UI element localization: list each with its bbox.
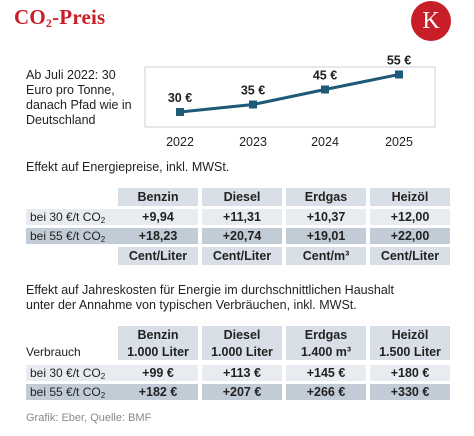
s1-cell: +22,00 (370, 228, 450, 244)
s1-unit: Cent/Liter (118, 247, 198, 265)
chart-axis: 2022 2023 2024 2025 (166, 135, 413, 149)
s2-row-label-55: bei 55 €/t CO2 (26, 384, 118, 400)
s2-consumption: 1.400 m³ (286, 344, 366, 360)
s1-header-heizoel: Heizöl (370, 188, 450, 206)
s2-row-label-30: bei 30 €/t CO2 (26, 365, 118, 381)
s2-cell: +330 € (370, 384, 450, 400)
chart-note: Ab Juli 2022: 30 Euro pro Tonne, danach … (26, 68, 132, 127)
s1-unit: Cent/m³ (286, 247, 366, 265)
s2-cell: +99 € (118, 365, 198, 381)
data-label: 45 € (313, 69, 337, 83)
s2-header-benzin: Benzin (118, 326, 198, 344)
brand-logo: K (411, 1, 451, 41)
s2-cell: +180 € (370, 365, 450, 381)
s2-header-heizoel: Heizöl (370, 326, 450, 344)
x-tick-label: 2025 (385, 135, 413, 149)
s1-unit: Cent/Liter (370, 247, 450, 265)
s1-row-label-30: bei 30 €/t CO2 (26, 209, 118, 225)
s2-cell: +266 € (286, 384, 366, 400)
data-label: 55 € (387, 54, 411, 68)
s1-header-benzin: Benzin (118, 188, 198, 206)
s2-consumption: 1.500 Liter (370, 344, 450, 360)
data-point (176, 108, 184, 116)
s1-cell: +12,00 (370, 209, 450, 225)
data-label: 35 € (241, 84, 265, 98)
s2-consumption: 1.000 Liter (118, 344, 198, 360)
s2-consumption-label: Verbrauch (26, 345, 81, 359)
s2-cell: +182 € (118, 384, 198, 400)
chart-frame (144, 66, 436, 128)
data-point (395, 70, 403, 79)
section1-caption: Effekt auf Energiepreise, inkl. MWSt. (26, 160, 230, 174)
s1-cell: +20,74 (202, 228, 282, 244)
s1-row-label-55: bei 55 €/t CO2 (26, 228, 118, 244)
section2-caption-line2: unter der Annahme von typischen Verbräuc… (26, 298, 357, 312)
s1-cell: +9,94 (118, 209, 198, 225)
chart-series: 30 € 35 € 45 € 55 € (168, 54, 411, 116)
s2-header-erdgas: Erdgas (286, 326, 366, 344)
s1-cell: +11,31 (202, 209, 282, 225)
x-tick-label: 2024 (311, 135, 339, 149)
s2-header-diesel: Diesel (202, 326, 282, 344)
co2-price-chart: 2022 2023 2024 2025 30 € 35 € 45 € 55 € (144, 54, 436, 149)
section2-caption-line1: Effekt auf Jahreskosten für Energie im d… (26, 283, 395, 297)
s2-cell: +207 € (202, 384, 282, 400)
s1-header-erdgas: Erdgas (286, 188, 366, 206)
s1-cell: +10,37 (286, 209, 366, 225)
s1-cell: +18,23 (118, 228, 198, 244)
x-tick-label: 2023 (239, 135, 267, 149)
page-title: CO2-Preis (14, 5, 106, 30)
s1-header-diesel: Diesel (202, 188, 282, 206)
data-point (321, 85, 329, 94)
x-tick-label: 2022 (166, 135, 194, 149)
s1-cell: +19,01 (286, 228, 366, 244)
series-line (179, 73, 400, 114)
data-label: 30 € (168, 91, 192, 105)
s2-cell: +113 € (202, 365, 282, 381)
s2-cell: +145 € (286, 365, 366, 381)
data-point (249, 100, 257, 109)
s1-unit: Cent/Liter (202, 247, 282, 265)
s2-consumption: 1.000 Liter (202, 344, 282, 360)
source-note: Grafik: Eber, Quelle: BMF (26, 412, 152, 424)
